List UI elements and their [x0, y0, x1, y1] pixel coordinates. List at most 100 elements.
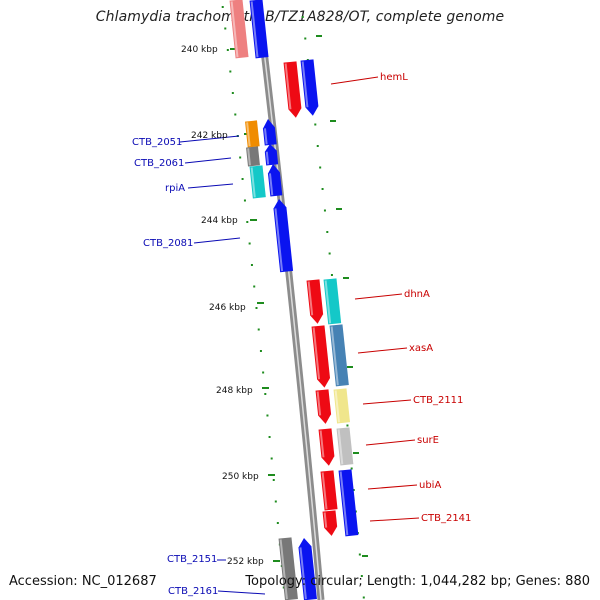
tick-mark: [314, 123, 317, 126]
scale-label: 244 kbp: [201, 216, 238, 226]
scale-label: 240 kbp: [181, 45, 218, 55]
gene-body: [267, 164, 283, 197]
gene-body: [306, 279, 324, 324]
tick-mark: [221, 6, 224, 8]
gene-feature: [278, 537, 298, 600]
leader-line: [184, 157, 232, 164]
label-leader-lines: [179, 76, 420, 595]
gene-feature: [322, 510, 338, 536]
major-tick: [330, 120, 336, 122]
major-tick: [343, 277, 349, 279]
leader-line: [330, 76, 379, 85]
gene-highlight: [319, 430, 325, 458]
tick-mark: [326, 231, 329, 233]
gene-label-sure: surE: [417, 435, 439, 446]
major-tick: [336, 208, 342, 210]
tick-mark: [358, 553, 361, 556]
major-tick: [316, 35, 322, 37]
scale-label: 248 kbp: [216, 386, 253, 396]
gene-body: [264, 144, 279, 166]
gene-feature: [323, 278, 342, 325]
genome-summary-text: Topology: circular; Length: 1,044,282 bp…: [245, 574, 590, 589]
gene-body: [273, 199, 294, 273]
gene-body: [333, 388, 351, 424]
gene-feature: [336, 427, 354, 466]
gene-highlight: [246, 122, 251, 147]
gene-body: [318, 428, 335, 466]
gene-body: [300, 59, 319, 116]
gene-body: [311, 325, 331, 388]
leader-line: [193, 237, 241, 244]
gene-label-heml: hemL: [380, 72, 408, 83]
gene-feature: [329, 324, 349, 387]
gene-label-ctb-2051: CTB_2051: [132, 137, 182, 148]
gene-highlight: [321, 472, 328, 510]
tick-mark: [272, 479, 275, 481]
tick-mark: [226, 49, 229, 51]
scale-label: 246 kbp: [209, 303, 246, 313]
gene-body: [320, 470, 338, 511]
tick-mark: [234, 113, 237, 116]
gene-highlight: [316, 391, 322, 416]
leader-line: [187, 183, 234, 189]
gene-feature: [273, 199, 294, 273]
gene-feature: [245, 120, 260, 148]
tick-mark: [274, 500, 277, 503]
gene-body: [249, 0, 269, 59]
tick-mark: [257, 328, 260, 331]
gene-highlight: [334, 390, 340, 423]
tick-mark: [328, 252, 331, 255]
gene-feature: [283, 61, 302, 118]
major-tick: [262, 387, 269, 389]
gene-label-ubia: ubiA: [419, 480, 441, 491]
tick-mark: [253, 285, 256, 288]
major-tick: [230, 48, 237, 50]
major-tick: [250, 219, 257, 221]
gene-body: [249, 165, 266, 199]
gene-highlight: [268, 173, 274, 196]
gene-body: [338, 469, 359, 537]
gene-highlight: [330, 326, 339, 386]
gene-body: [322, 510, 338, 536]
tick-mark: [246, 221, 249, 223]
tick-mark: [224, 27, 227, 30]
gene-highlight: [263, 128, 268, 145]
tick-mark: [323, 209, 326, 212]
gene-feature: [311, 325, 331, 388]
gene-label-ctb-2141: CTB_2141: [421, 513, 471, 524]
leader-line: [354, 293, 403, 300]
gene-highlight: [247, 148, 251, 166]
tick-mark: [262, 371, 265, 374]
gene-highlight: [230, 1, 239, 58]
gene-feature: [262, 119, 277, 146]
tick-mark: [276, 522, 279, 524]
gene-highlight: [284, 63, 292, 110]
gene-body: [229, 0, 249, 59]
major-tick: [257, 302, 264, 304]
gene-label-ctb-2061: CTB_2061: [134, 158, 184, 169]
gene-highlight: [250, 167, 256, 198]
gene-label-rpia: rpiA: [165, 183, 185, 194]
tick-mark: [229, 70, 232, 73]
tick-mark: [250, 264, 253, 266]
gene-feature: [267, 164, 283, 197]
leader-line: [357, 347, 408, 354]
gene-highlight: [323, 512, 328, 528]
tick-mark: [264, 393, 267, 395]
gene-label-ctb-2151: CTB_2151: [167, 554, 217, 565]
gene-feature: [318, 428, 335, 466]
tick-mark: [321, 188, 324, 190]
gene-highlight: [339, 471, 349, 536]
gene-feature: [264, 144, 279, 166]
gene-feature: [333, 388, 351, 424]
gene-highlight: [299, 547, 307, 600]
gene-highlight: [312, 327, 321, 380]
major-tick: [273, 560, 280, 562]
tick-mark: [266, 414, 269, 417]
gene-feature: [249, 165, 266, 199]
tick-mark: [241, 178, 244, 180]
gene-body: [278, 537, 298, 600]
gene-highlight: [274, 208, 284, 272]
accession-text: Accession: NC_012687: [9, 574, 157, 589]
gene-feature: [320, 470, 338, 511]
